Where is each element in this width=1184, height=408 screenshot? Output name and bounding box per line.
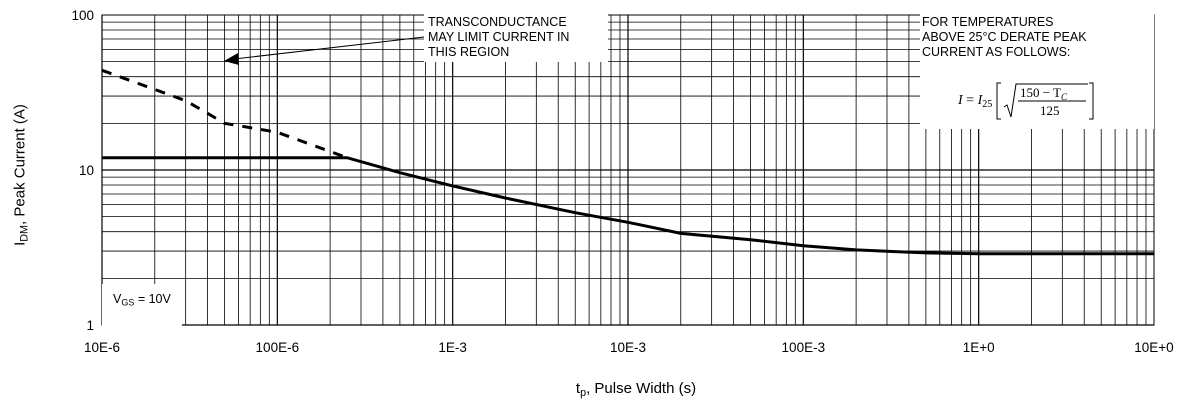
formula-lhs: I (958, 93, 963, 109)
tick-labels: 10E-6 100E-6 1E-3 10E-3 100E-3 1E+0 10E+0 1 10 10… (71, 8, 1173, 355)
formula-numerator: 150 − TC (1020, 85, 1068, 102)
condition-sub: GS (121, 297, 135, 308)
y-tick-label: 1 (86, 318, 94, 333)
formula-eq: = (966, 93, 975, 109)
condition-rest: = 10V (134, 292, 171, 306)
x-tick-label: 100E-6 (256, 340, 300, 355)
formula-base: I (977, 93, 983, 109)
series-line-solid (102, 156, 1154, 256)
x-tick-label: 100E-3 (782, 340, 826, 355)
temperature-derate-note: FOR TEMPERATURES ABOVE 25°C DERATE PEAK … (920, 13, 1154, 129)
annotation-arrow (224, 36, 425, 65)
condition-v: V (113, 292, 122, 306)
y-tick-label: 10 (79, 163, 94, 178)
y-axis-label: IDM, Peak Current (A) (11, 104, 31, 246)
derating-formula: I = I25 150 − TC 125 (958, 81, 1094, 121)
note-line: ABOVE 25°C DERATE PEAK (922, 30, 1087, 44)
x-tick-label: 10E-3 (610, 340, 646, 355)
x-tick-label: 10E+0 (1134, 340, 1173, 355)
formula-base-sub: 25 (982, 99, 993, 111)
condition-label: VGS = 10V (102, 284, 182, 326)
note-line: CURRENT AS FOLLOWS: (922, 45, 1071, 59)
formula-denominator: 125 (1040, 103, 1060, 118)
note-line: FOR TEMPERATURES (922, 15, 1054, 29)
arrow-head (224, 53, 239, 65)
note-line: THIS REGION (428, 45, 510, 59)
series-group (101, 68, 1154, 256)
transconductance-note: TRANSCONDUCTANCE MAY LIMIT CURRENT IN TH… (424, 13, 608, 62)
y-tick-label: 100 (71, 8, 94, 23)
x-tick-label: 1E-3 (438, 340, 467, 355)
arrow-shaft (233, 36, 425, 60)
x-tick-label: 10E-6 (84, 340, 120, 355)
formula-radical: 150 − TC 125 (996, 82, 1094, 120)
note-line: MAY LIMIT CURRENT IN (428, 30, 570, 44)
x-axis-label: tp, Pulse Width (s) (575, 380, 697, 400)
x-tick-label: 1E+0 (963, 340, 995, 355)
note-line: TRANSCONDUCTANCE (428, 15, 567, 29)
series-line-dashed (101, 68, 348, 160)
